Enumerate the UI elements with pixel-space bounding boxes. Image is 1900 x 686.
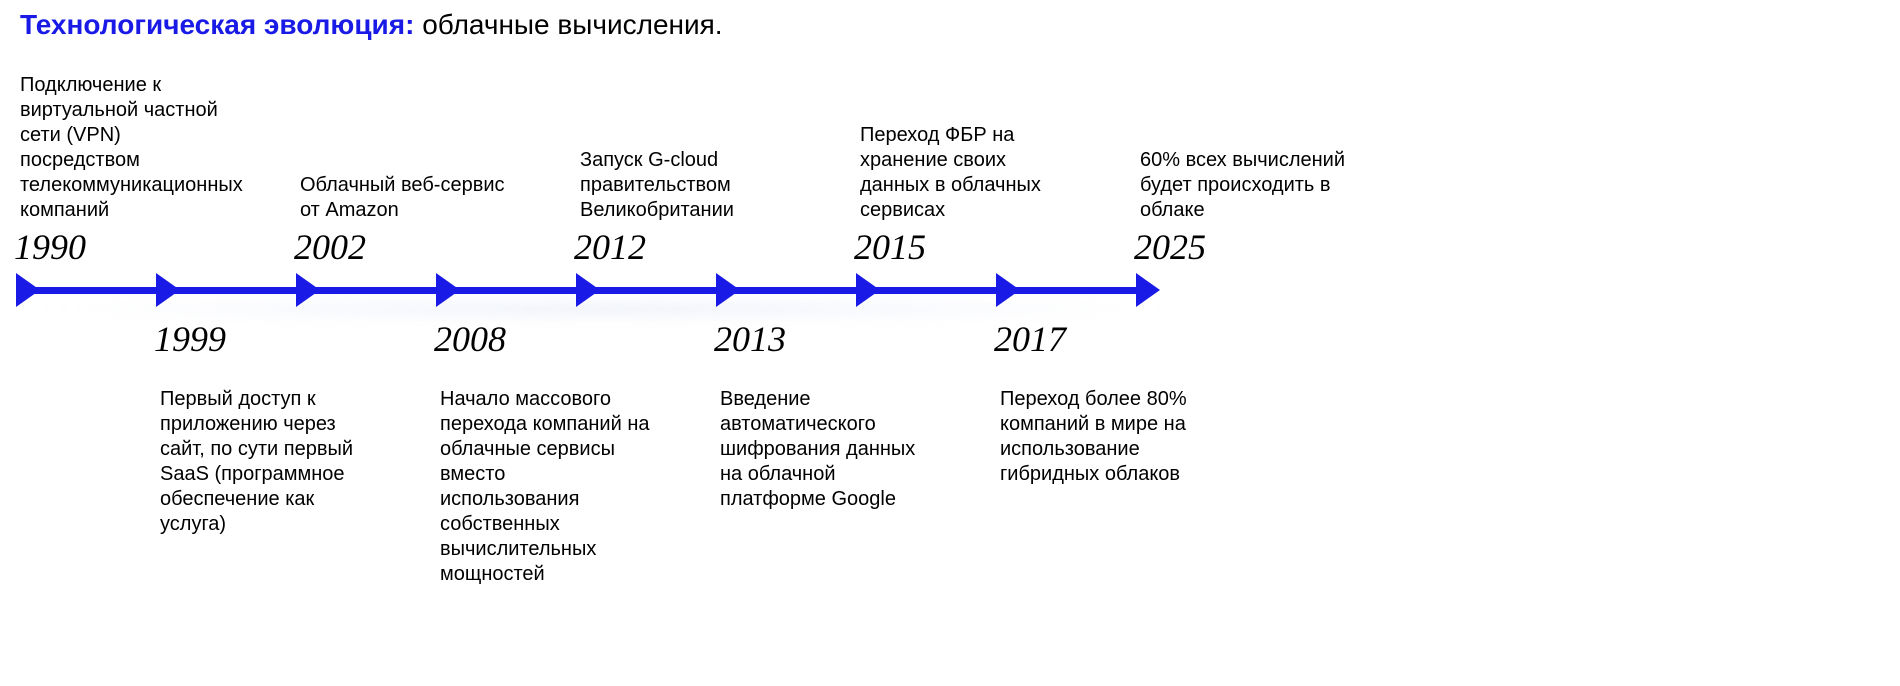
timeline-arrow-icon bbox=[156, 273, 180, 307]
timeline-arrow-icon bbox=[1136, 273, 1160, 307]
timeline-arrow-icon bbox=[996, 273, 1020, 307]
timeline-description: Переход более 80% компаний в мире на исп… bbox=[1000, 387, 1210, 487]
timeline-year: 2015 bbox=[854, 229, 926, 265]
timeline-arrow-icon bbox=[16, 273, 40, 307]
timeline-year: 1999 bbox=[154, 321, 226, 357]
timeline-year: 2012 bbox=[574, 229, 646, 265]
timeline-description: Введение автоматического шифрования данн… bbox=[720, 387, 930, 512]
timeline-arrow-icon bbox=[716, 273, 740, 307]
timeline-arrow-icon bbox=[436, 273, 460, 307]
timeline-description: 60% всех вычислений будет происходить в … bbox=[1140, 148, 1350, 223]
timeline-year: 2008 bbox=[434, 321, 506, 357]
timeline-description: Запуск G-cloud правительством Великобрит… bbox=[580, 148, 790, 223]
timeline-description: Подключение к виртуальной частной сети (… bbox=[20, 73, 230, 223]
timeline-arrow-icon bbox=[856, 273, 880, 307]
timeline-canvas: Технологическая эволюция: облачные вычис… bbox=[0, 0, 1900, 686]
timeline-description: Первый доступ к приложению через сайт, п… bbox=[160, 387, 370, 537]
timeline-arrow-icon bbox=[296, 273, 320, 307]
timeline-description: Переход ФБР на хранение своих данных в о… bbox=[860, 123, 1070, 223]
timeline-year: 1990 bbox=[14, 229, 86, 265]
timeline-description: Облачный веб-сервис от Amazon bbox=[300, 173, 510, 223]
title-suffix: облачные вычисления. bbox=[414, 9, 722, 40]
timeline-year: 2025 bbox=[1134, 229, 1206, 265]
timeline-description: Начало массового перехода компаний на об… bbox=[440, 387, 650, 587]
timeline-year: 2013 bbox=[714, 321, 786, 357]
title-prefix: Технологическая эволюция: bbox=[20, 9, 414, 40]
timeline-arrow-icon bbox=[576, 273, 600, 307]
timeline-year: 2002 bbox=[294, 229, 366, 265]
timeline-year: 2017 bbox=[994, 321, 1066, 357]
page-title: Технологическая эволюция: облачные вычис… bbox=[20, 8, 723, 42]
